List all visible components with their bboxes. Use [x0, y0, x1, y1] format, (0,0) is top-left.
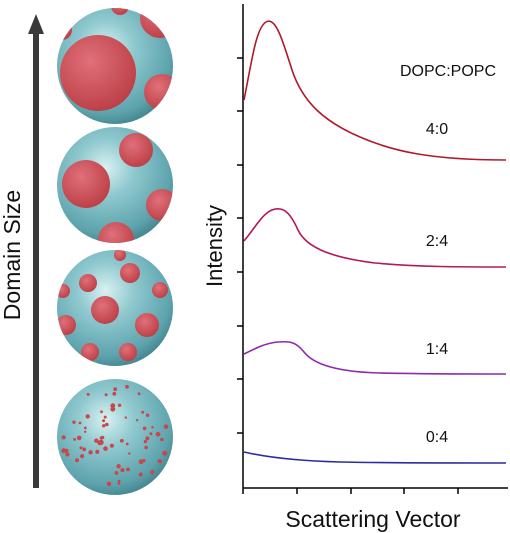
- tiny-domain-dot: [149, 432, 153, 436]
- tiny-domain-dot: [116, 464, 121, 469]
- tiny-domain-dot: [157, 433, 161, 436]
- series-0-4: 0:4: [243, 429, 507, 464]
- tiny-domain-dot: [72, 420, 76, 424]
- tiny-domain-dot: [88, 450, 93, 455]
- tiny-domain-dot: [145, 436, 150, 441]
- tiny-domain-dot: [120, 468, 125, 473]
- tiny-domain-dot: [145, 413, 150, 417]
- tiny-domain-dot: [61, 448, 67, 454]
- series-label-1-4: 1:4: [426, 341, 448, 358]
- tiny-domain-dot: [102, 419, 106, 423]
- tiny-domain-dot: [114, 471, 119, 475]
- series-2-4: 2:4: [243, 208, 507, 268]
- tiny-domain-dot: [117, 479, 121, 483]
- tiny-domain-dot: [124, 416, 128, 419]
- tiny-domain-dot: [103, 446, 108, 451]
- tiny-domain-dot: [142, 426, 147, 431]
- series-label-0-4: 0:4: [426, 429, 448, 446]
- tiny-domain-dot: [94, 438, 99, 443]
- vesicle-small-domains: [57, 250, 173, 366]
- tiny-domain-dot: [110, 403, 116, 409]
- domain-size-label: Domain Size: [0, 190, 25, 320]
- x-axis-label: Scattering Vector: [285, 506, 460, 532]
- plot-axes: [237, 4, 508, 494]
- tiny-domain-dot: [76, 435, 82, 441]
- tiny-domain-dot: [112, 391, 117, 396]
- curve-4-0: [243, 20, 507, 161]
- curve-2-4: [243, 208, 507, 268]
- series-4-0: 4:0: [243, 20, 507, 161]
- tiny-domain-dot: [78, 421, 82, 425]
- tiny-domain-dot: [100, 410, 103, 414]
- tiny-domain-dot: [110, 406, 116, 412]
- y-axis-label: Intensity: [202, 205, 227, 287]
- tiny-domain-dot: [82, 447, 87, 452]
- tiny-domain-dot: [85, 414, 90, 419]
- tiny-domain-dot: [150, 470, 155, 475]
- tiny-domain-dot: [65, 452, 70, 457]
- tiny-domain-dot: [83, 426, 87, 430]
- curve-0-4: [243, 451, 507, 464]
- tiny-domain-dot: [79, 446, 83, 450]
- tiny-domain-dot: [137, 392, 141, 396]
- domain-size-arrow: [28, 14, 44, 488]
- tiny-domain-dot: [75, 458, 79, 463]
- series-label-4-0: 4:0: [426, 121, 448, 138]
- vesicle-tiny-domains: [57, 379, 173, 495]
- tiny-domain-dot: [151, 426, 154, 429]
- tiny-domain-dot: [86, 392, 90, 396]
- tiny-domain-dot: [95, 449, 100, 454]
- vesicle-large-domains: [57, 8, 173, 124]
- tiny-domain-dot: [119, 438, 124, 443]
- tiny-domain-dot: [162, 450, 168, 456]
- tiny-domain-dot: [117, 403, 122, 407]
- tiny-domain-dot: [99, 436, 104, 440]
- tiny-domain-dot: [159, 460, 163, 464]
- legend-title: DOPC:POPC: [400, 63, 496, 80]
- tiny-domain-dot: [163, 424, 169, 430]
- tiny-domain-dot: [125, 384, 129, 389]
- tiny-domain-dot: [103, 415, 107, 419]
- tiny-domain-dot: [109, 443, 114, 448]
- tiny-domain-dot: [126, 467, 130, 472]
- vesicle-medium-domains: [57, 127, 173, 243]
- tiny-domain-dot: [73, 438, 76, 441]
- tiny-domain-dot: [144, 445, 148, 450]
- series-label-2-4: 2:4: [426, 233, 448, 250]
- tiny-domain-dot: [98, 439, 104, 445]
- tiny-domain-dot: [143, 439, 148, 444]
- tiny-domain-dot: [160, 437, 164, 442]
- tiny-domain-dot: [113, 387, 118, 392]
- tiny-domain-dot: [135, 419, 139, 422]
- tiny-domain-dot: [104, 393, 108, 397]
- tiny-domain-dot: [125, 442, 129, 446]
- tiny-domain-dot: [106, 481, 112, 487]
- curve-1-4: [243, 340, 507, 375]
- tiny-domain-dot: [105, 422, 109, 427]
- tiny-domain-dot: [142, 458, 146, 463]
- tiny-domain-dot: [102, 424, 106, 428]
- tiny-domain-dot: [117, 482, 121, 485]
- tiny-domain-dot: [80, 454, 85, 459]
- tiny-domain-dot: [138, 472, 143, 477]
- tiny-domain-dot: [141, 410, 145, 414]
- tiny-domain-dot: [128, 452, 131, 455]
- series-1-4: 1:4: [243, 340, 507, 375]
- tiny-domain-dot: [84, 430, 87, 433]
- tiny-domain-dot: [61, 435, 66, 440]
